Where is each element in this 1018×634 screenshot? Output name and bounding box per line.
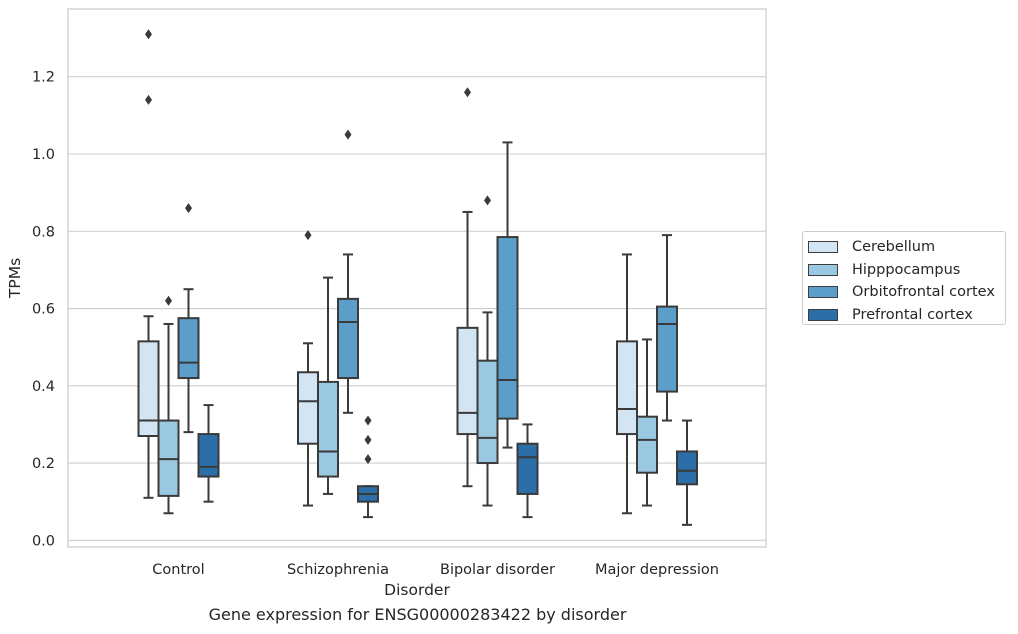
y-tick-labels: 0.0 0.2 0.4 0.6 0.8 1.0 1.2 (32, 70, 55, 550)
box-orbitofrontal-cortex (337, 129, 359, 414)
iqr-box (516, 442, 539, 495)
iqr-box (137, 340, 160, 437)
legend-swatch (808, 308, 838, 321)
iqr-box (317, 380, 339, 478)
iqr-box (297, 371, 319, 445)
box-cerebellum (616, 253, 638, 515)
box-cerebellum (456, 87, 479, 488)
legend-label: Prefrontal cortex (852, 306, 973, 323)
x-tick-label: Major depression (595, 562, 719, 578)
x-tick-label: Bipolar disorder (440, 562, 555, 578)
outlier-point (165, 295, 172, 306)
outlier-point (145, 94, 152, 105)
plot-frame (67, 8, 767, 548)
iqr-box (476, 359, 499, 465)
chart-caption: Gene expression for ENSG00000283422 by d… (208, 605, 627, 624)
iqr-box (337, 297, 359, 380)
iqr-box (636, 415, 658, 474)
y-tick-label: 0.4 (32, 379, 55, 395)
box-hipppocampus (636, 338, 658, 507)
box-cerebellum (137, 29, 160, 499)
gridlines (68, 76, 766, 541)
iqr-box (616, 340, 638, 436)
iqr-box (197, 433, 220, 478)
box-hipppocampus (476, 195, 499, 507)
legend-label: Hipppocampus (852, 261, 961, 278)
y-axis-label: TPMs (6, 258, 24, 299)
legend-label: Orbitofrontal cortex (852, 284, 995, 301)
outlier-point (364, 434, 372, 445)
legend-swatch (808, 241, 838, 254)
x-axis-label: Disorder (384, 581, 450, 599)
legend-item: Cerebellum (808, 236, 1005, 259)
outlier-point (464, 87, 471, 98)
box-prefrontal-cortex (357, 415, 379, 519)
y-tick-label: 1.0 (32, 147, 55, 163)
x-tick-label: Schizophrenia (287, 562, 389, 578)
box-orbitofrontal-cortex (177, 203, 200, 434)
legend: Cerebellum Hipppocampus Orbitofrontal cort… (802, 231, 1006, 325)
box-prefrontal-cortex (676, 419, 698, 526)
box-orbitofrontal-cortex (496, 141, 519, 449)
x-tick-labels: Control Schizophrenia Bipolar disorder Majo… (152, 562, 719, 578)
box-hipppocampus (317, 276, 339, 495)
legend-swatch (808, 263, 838, 276)
box-prefrontal-cortex (197, 404, 220, 503)
box-cerebellum (297, 230, 319, 507)
legend-swatch (808, 286, 838, 299)
box-orbitofrontal-cortex (656, 234, 678, 422)
y-tick-label: 0.0 (32, 533, 55, 549)
y-tick-label: 0.2 (32, 456, 55, 472)
legend-item: Orbitofrontal cortex (808, 281, 1005, 304)
iqr-box (177, 317, 200, 380)
outlier-point (185, 203, 192, 214)
y-tick-label: 0.6 (32, 302, 55, 318)
legend-item: Prefrontal cortex (808, 304, 1005, 327)
legend-item: Hipppocampus (808, 259, 1005, 282)
y-tick-label: 1.2 (32, 70, 55, 86)
outlier-point (484, 195, 491, 206)
iqr-box (456, 326, 479, 436)
outlier-point (304, 230, 312, 241)
x-tick-label: Control (152, 562, 204, 578)
iqr-box (656, 305, 678, 393)
iqr-box (496, 236, 519, 420)
outlier-point (145, 29, 152, 40)
legend-label: Cerebellum (852, 239, 936, 256)
outlier-point (364, 454, 372, 465)
box-prefrontal-cortex (516, 423, 539, 519)
y-tick-label: 0.8 (32, 224, 55, 240)
outlier-point (344, 129, 352, 140)
iqr-box (676, 450, 698, 486)
box-hipppocampus (157, 295, 180, 515)
outlier-point (364, 415, 372, 426)
boxes (137, 29, 698, 526)
